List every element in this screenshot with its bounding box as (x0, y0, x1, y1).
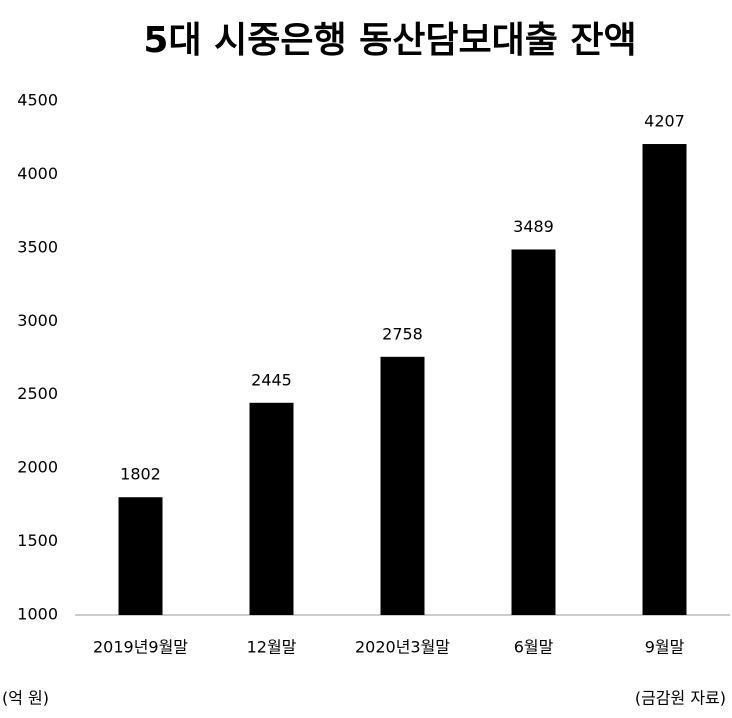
bar (380, 356, 425, 615)
x-tick-label: 2020년3월말 (355, 638, 450, 657)
y-tick-label: 2500 (17, 384, 58, 403)
y-tick-label: 4500 (17, 91, 58, 110)
y-tick-label: 1500 (17, 531, 58, 550)
bar (118, 497, 163, 615)
data-label: 1802 (120, 465, 161, 484)
bar (511, 249, 556, 615)
unit-note: (억 원) (2, 689, 49, 708)
data-label: 3489 (513, 217, 554, 236)
x-tick-label: 9월말 (645, 638, 685, 657)
bar (249, 402, 294, 615)
x-tick-label: 2019년9월말 (93, 638, 188, 657)
y-tick-label: 3500 (17, 237, 58, 256)
bar (642, 144, 687, 615)
x-tick-label: 12월말 (247, 638, 297, 657)
x-tick-label: 6월말 (514, 638, 554, 657)
y-tick-label: 1000 (17, 605, 58, 624)
y-tick-label: 4000 (17, 164, 58, 183)
data-label: 2758 (382, 324, 423, 343)
data-label: 4207 (644, 112, 685, 131)
data-label: 2445 (251, 370, 292, 389)
chart-title: 5대 시중은행 동산담보대출 잔액 (143, 20, 636, 61)
y-tick-label: 3000 (17, 311, 58, 330)
source-note: (금감원 자료) (635, 689, 726, 708)
y-tick-label: 2000 (17, 458, 58, 477)
